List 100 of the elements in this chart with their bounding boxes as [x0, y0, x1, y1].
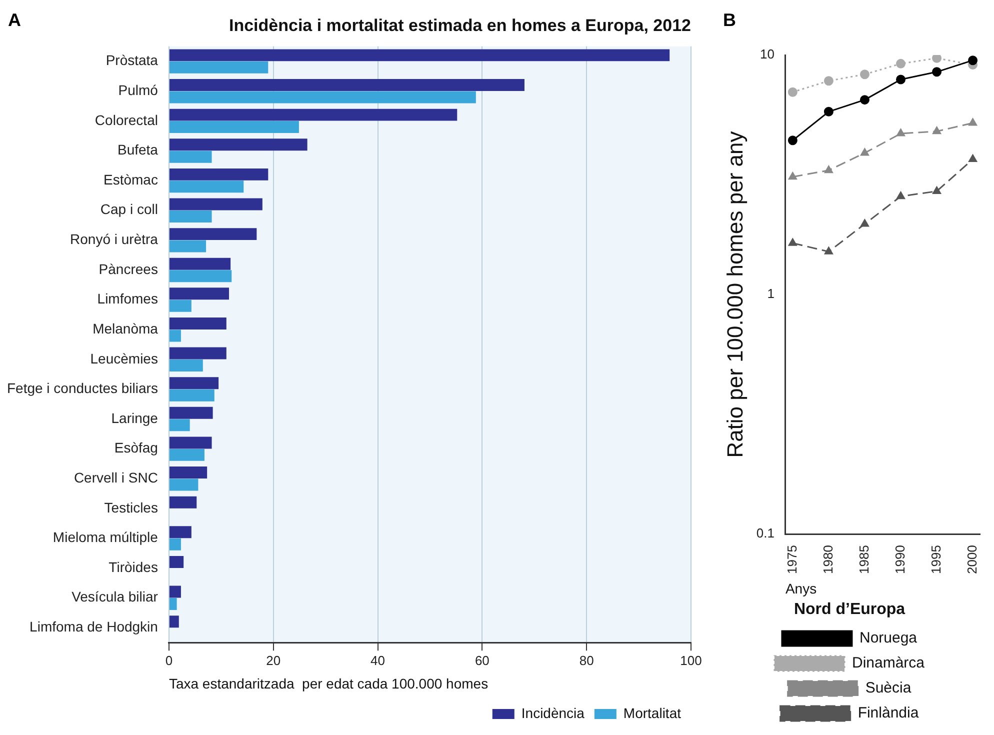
y-tick-label: Pulmó: [118, 82, 158, 98]
y-axis-title: Ratio per 100.000 homes per any: [722, 131, 748, 458]
bar: [169, 556, 184, 568]
point: [860, 95, 870, 105]
bar: [169, 347, 226, 360]
x-tick-label: 40: [370, 652, 386, 668]
y-tick-label: Mieloma múltiple: [52, 529, 158, 546]
bar: [169, 121, 299, 134]
bar: [169, 138, 308, 151]
point: [860, 219, 869, 227]
point: [896, 74, 906, 84]
x-tick-label: 1985: [856, 545, 872, 574]
y-tick-label: Pròstata: [106, 52, 158, 68]
legend-label: Incidència: [521, 704, 585, 721]
legend-title: Nord d’Europa: [794, 601, 906, 618]
x-tick-label: 1990: [892, 545, 908, 574]
point: [932, 67, 942, 77]
y-tick-label: 10: [760, 46, 774, 62]
x-tick-label: 60: [474, 652, 490, 668]
point: [788, 87, 798, 97]
bar: [169, 258, 231, 270]
x-tick-label: 1980: [820, 545, 836, 574]
x-tick-label: 2000: [964, 545, 980, 574]
bar: [169, 150, 212, 163]
y-tick-label: Ronyó i urètra: [70, 231, 158, 248]
point: [788, 136, 798, 146]
chart-title: Incidència i mortalitat estimada en homes a Europa, 2012: [229, 16, 691, 35]
y-tick-label: Tiròides: [108, 558, 158, 575]
bar: [169, 406, 213, 419]
point: [860, 70, 870, 80]
bar: [169, 317, 226, 330]
legend-label: Suècia: [865, 680, 912, 697]
point: [824, 166, 833, 174]
y-tick-label: Leucèmies: [90, 350, 158, 366]
legend-label: Finlàndia: [858, 704, 920, 722]
x-tick-label: 20: [266, 652, 281, 668]
point: [860, 148, 869, 156]
bar: [169, 478, 198, 491]
point: [788, 238, 797, 246]
y-tick-label: Esòfag: [114, 440, 158, 456]
y-tick-label: Colorectal: [94, 112, 158, 128]
legend-label: Mortalitat: [623, 704, 682, 721]
x-tick-label: 80: [579, 652, 594, 668]
bar: [169, 108, 458, 121]
y-tick-label: Testicles: [104, 499, 158, 516]
legend-label: Dinamàrca: [852, 654, 926, 672]
y-tick-label: Vesícula biliar: [72, 588, 158, 605]
y-tick-label: Cervell i SNC: [74, 470, 158, 486]
point: [824, 76, 834, 86]
point: [932, 55, 942, 63]
point: [896, 58, 906, 68]
y-tick-label: 1: [767, 286, 774, 302]
point: [824, 106, 834, 116]
text: A: [8, 10, 21, 31]
bar: [169, 228, 257, 240]
y-tick-label: Bufeta: [117, 142, 158, 158]
y-tick-label: Limfomes: [97, 290, 158, 307]
text: B: [723, 10, 736, 31]
y-tick-label: Pàncrees: [98, 260, 158, 277]
bar: [169, 526, 192, 538]
y-tick-label: Limfoma de Hodgkin: [30, 618, 158, 635]
bar: [169, 330, 181, 342]
bar: [169, 210, 212, 222]
y-tick-label: Cap i coll: [100, 201, 158, 218]
bar: [169, 198, 262, 210]
x-axis-title: Anys: [785, 580, 817, 596]
point: [824, 246, 833, 254]
x-tick-label: 1975: [784, 545, 800, 574]
point: [932, 186, 941, 194]
x-axis-title: Taxa estandaritzada per edat cada 100.000 homes: [168, 675, 488, 692]
bar: [169, 288, 229, 300]
bar: [169, 389, 214, 402]
bar: [169, 538, 181, 550]
bar: [169, 419, 190, 432]
bar: [169, 168, 268, 180]
legend-label: Noruega: [859, 630, 918, 647]
y-tick-label: Fetge i conductes biliars: [6, 380, 158, 396]
point: [896, 192, 905, 200]
y-tick-label: 0.1: [756, 526, 774, 541]
point: [968, 56, 978, 66]
bar: [169, 79, 524, 91]
bar: [169, 598, 177, 610]
bar: [169, 360, 203, 372]
bar: [169, 616, 179, 628]
y-tick-label: Laringe: [111, 410, 158, 426]
bar: [169, 300, 192, 312]
bar: [169, 448, 204, 461]
bar: [169, 466, 208, 479]
y-tick-label: Estòmac: [103, 171, 158, 188]
x-tick-label: 100: [680, 652, 702, 668]
bar: [169, 240, 206, 252]
bar: [169, 436, 212, 449]
point: [896, 128, 905, 136]
bar: [169, 496, 197, 508]
bar: [169, 180, 244, 193]
x-tick-label: 0: [165, 652, 173, 668]
bar: [169, 61, 268, 74]
bar: [169, 270, 232, 282]
bar: [169, 49, 670, 62]
bar: [169, 586, 181, 598]
